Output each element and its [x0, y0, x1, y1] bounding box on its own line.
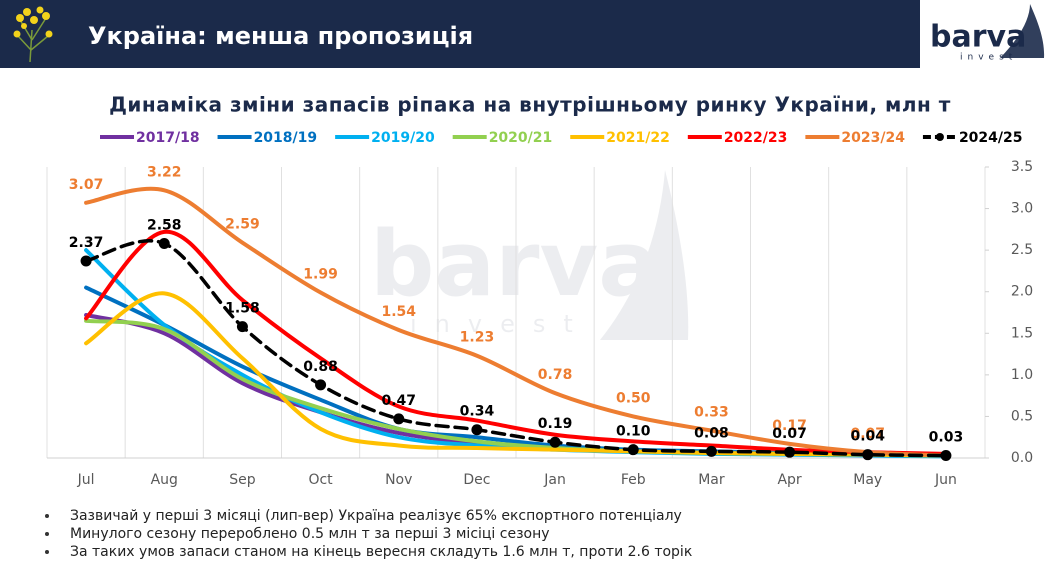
data-label: 0.50	[616, 390, 651, 406]
data-label: 0.10	[616, 424, 651, 440]
point-marker	[80, 255, 92, 267]
data-label: 3.22	[147, 164, 182, 180]
data-label: 1.99	[303, 267, 338, 283]
data-label: 0.33	[694, 405, 729, 421]
point-marker	[393, 413, 405, 425]
data-label: 0.34	[460, 404, 495, 420]
point-marker	[315, 379, 327, 391]
data-label: 3.07	[69, 177, 104, 193]
x-tick-label: Jun	[934, 472, 957, 488]
legend-item: 2023/24	[805, 130, 905, 146]
data-label: 1.23	[460, 330, 495, 346]
legend-item: 2017/18	[100, 130, 200, 146]
legend-label: 2023/24	[841, 130, 905, 146]
data-label: 0.08	[694, 425, 729, 441]
data-label: 2.58	[147, 217, 182, 233]
data-label: 2.59	[225, 217, 260, 233]
y-tick-label: 0.5	[1011, 408, 1033, 424]
data-label: 0.19	[538, 416, 573, 432]
legend-label: 2019/20	[371, 130, 435, 146]
legend-label: 2024/25	[959, 130, 1023, 146]
bullet-dot	[45, 514, 49, 518]
x-tick-label: Nov	[385, 472, 412, 488]
point-marker	[236, 321, 248, 333]
data-label: 0.07	[772, 426, 807, 442]
point-marker	[705, 445, 717, 457]
legend-marker	[935, 133, 944, 141]
x-tick-label: Dec	[463, 472, 490, 488]
data-label: 0.07	[850, 426, 885, 442]
data-label: 2.37	[69, 235, 104, 251]
watermark-sail	[600, 170, 689, 340]
watermark: barva invest	[370, 170, 689, 340]
point-marker	[549, 436, 561, 448]
y-tick-label: 1.0	[1011, 367, 1033, 383]
x-tick-label: May	[853, 472, 882, 488]
y-tick-label: 3.0	[1011, 201, 1033, 217]
y-tick-label: 2.5	[1011, 242, 1033, 258]
point-marker	[627, 444, 639, 456]
legend-item: 2024/25	[922, 130, 1023, 146]
bullet-text: Минулого сезону перероблено 0.5 млн т за…	[70, 526, 550, 542]
y-tick-label: 1.5	[1011, 325, 1033, 341]
point-marker	[784, 446, 796, 458]
x-tick-label: Jan	[543, 472, 566, 488]
legend: 2017/18 2018/19 2019/20 2020/21 2021/22 2022/…	[100, 130, 1023, 146]
series-line	[84, 186, 948, 458]
data-label: 0.88	[303, 359, 338, 375]
logo-sail	[1000, 4, 1045, 58]
flower-icon	[13, 6, 53, 63]
x-tick-label: Aug	[151, 472, 178, 488]
data-label: 0.04	[850, 429, 885, 445]
data-label: 0.78	[538, 367, 573, 383]
legend-item: 2021/22	[570, 130, 670, 146]
x-tick-label: Oct	[308, 472, 333, 488]
x-tick-label: Sep	[229, 472, 256, 488]
legend-item: 2019/20	[335, 130, 435, 146]
point-marker	[940, 450, 952, 462]
watermark-sub: invest	[410, 310, 591, 338]
logo-text: barva	[930, 20, 1026, 55]
data-label: 1.54	[381, 304, 416, 320]
legend-label: 2017/18	[136, 130, 200, 146]
data-label: 0.47	[381, 393, 416, 409]
x-tick-label: Mar	[698, 472, 725, 488]
legend-label: 2021/22	[606, 130, 670, 146]
legend-label: 2018/19	[254, 130, 318, 146]
x-tick-label: Jul	[77, 472, 95, 488]
point-marker	[158, 237, 170, 249]
data-label: 0.03	[929, 430, 964, 446]
logo-sub: invest	[960, 53, 1017, 63]
data-label: 0.17	[772, 418, 807, 434]
legend-label: 2020/21	[489, 130, 553, 146]
bullet-text: Зазвичай у перші 3 місяці (лип-вер) Укра…	[70, 508, 682, 524]
legend-item: 2020/21	[452, 130, 553, 146]
y-tick-label: 2.0	[1011, 284, 1033, 300]
header-bar	[0, 0, 1059, 68]
watermark-text: barva	[370, 212, 659, 317]
bullet-dot	[45, 532, 49, 536]
data-label: 1.58	[225, 301, 260, 317]
header-title: Україна: менша пропозиція	[88, 22, 473, 50]
point-marker	[471, 424, 483, 436]
point-marker	[862, 449, 874, 461]
legend-label: 2022/23	[724, 130, 788, 146]
y-tick-label: 0.0	[1011, 450, 1033, 466]
x-tick-label: Feb	[621, 472, 646, 488]
chart-title: Динаміка зміни запасів ріпака на внутріш…	[109, 93, 951, 117]
bullet-dot	[45, 550, 49, 554]
bullet-text: За таких умов запаси станом на кінець ве…	[70, 544, 692, 560]
plot: 0.0 0.5 1.0 1.5 2.0 2.5 3.0 3.5 Jul Aug Sep Oct Nov D…	[46, 159, 1033, 488]
bullet-list: Зазвичай у перші 3 місяці (лип-вер) Укра…	[45, 508, 692, 560]
y-tick-label: 3.5	[1011, 159, 1033, 175]
legend-item: 2018/19	[217, 130, 318, 146]
legend-item: 2022/23	[687, 130, 788, 146]
x-tick-label: Apr	[777, 472, 801, 488]
